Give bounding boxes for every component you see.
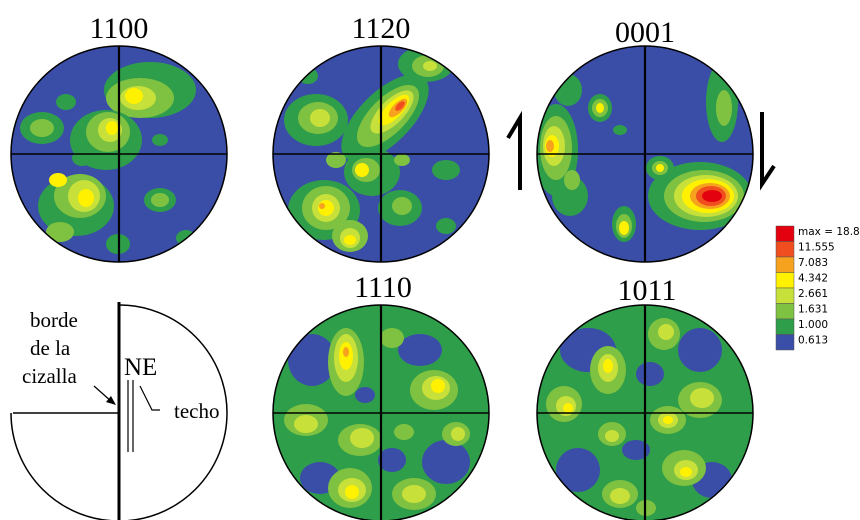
legend-swatch <box>775 225 795 242</box>
pole-figure-title-1120: 1120 <box>352 12 411 45</box>
shear-sense-left-arrow <box>506 110 522 190</box>
legend-swatch <box>775 303 795 320</box>
legend-label: 2.661 <box>798 288 828 300</box>
pole-figure-0001 <box>536 45 754 263</box>
legend-label: 11.555 <box>798 242 835 254</box>
legend-swatch <box>775 272 795 289</box>
legend-label: 1.000 <box>798 319 828 331</box>
pole-figure-title-1110: 1110 <box>354 271 412 304</box>
legend-swatch <box>775 334 795 351</box>
legend-swatch <box>775 287 795 304</box>
reference-sketch: borde de la cizalla NE techo <box>10 302 228 520</box>
legend-swatch <box>775 318 795 335</box>
pole-figure-title-0001: 0001 <box>615 16 675 49</box>
legend-label: 7.083 <box>798 257 828 269</box>
color-scale-legend: max = 18.850 11.555 7.083 4.342 2.661 1.631 1.… <box>775 225 860 351</box>
label-ne: NE <box>124 354 157 381</box>
pole-figure-1120 <box>272 45 490 263</box>
legend-swatch <box>775 256 795 273</box>
pole-figure-title-1011: 1011 <box>618 274 677 307</box>
label-border-line3: cizalla <box>22 364 77 388</box>
legend-swatch <box>775 241 795 258</box>
pole-figure-title-1100: 1100 <box>90 12 149 45</box>
legend-label: 1.631 <box>798 304 828 316</box>
legend-label: max = 18.850 <box>798 226 860 238</box>
pole-figure-1011 <box>536 304 754 520</box>
shear-sense-right-arrow <box>760 112 776 191</box>
legend-label: 4.342 <box>798 273 828 285</box>
pole-figure-1110 <box>272 304 490 520</box>
label-border-line2: de la <box>30 336 71 360</box>
pole-figure-1100 <box>10 45 228 263</box>
legend-label: 0.613 <box>798 335 828 347</box>
label-border-line1: borde <box>30 308 78 332</box>
label-roof: techo <box>174 399 219 423</box>
